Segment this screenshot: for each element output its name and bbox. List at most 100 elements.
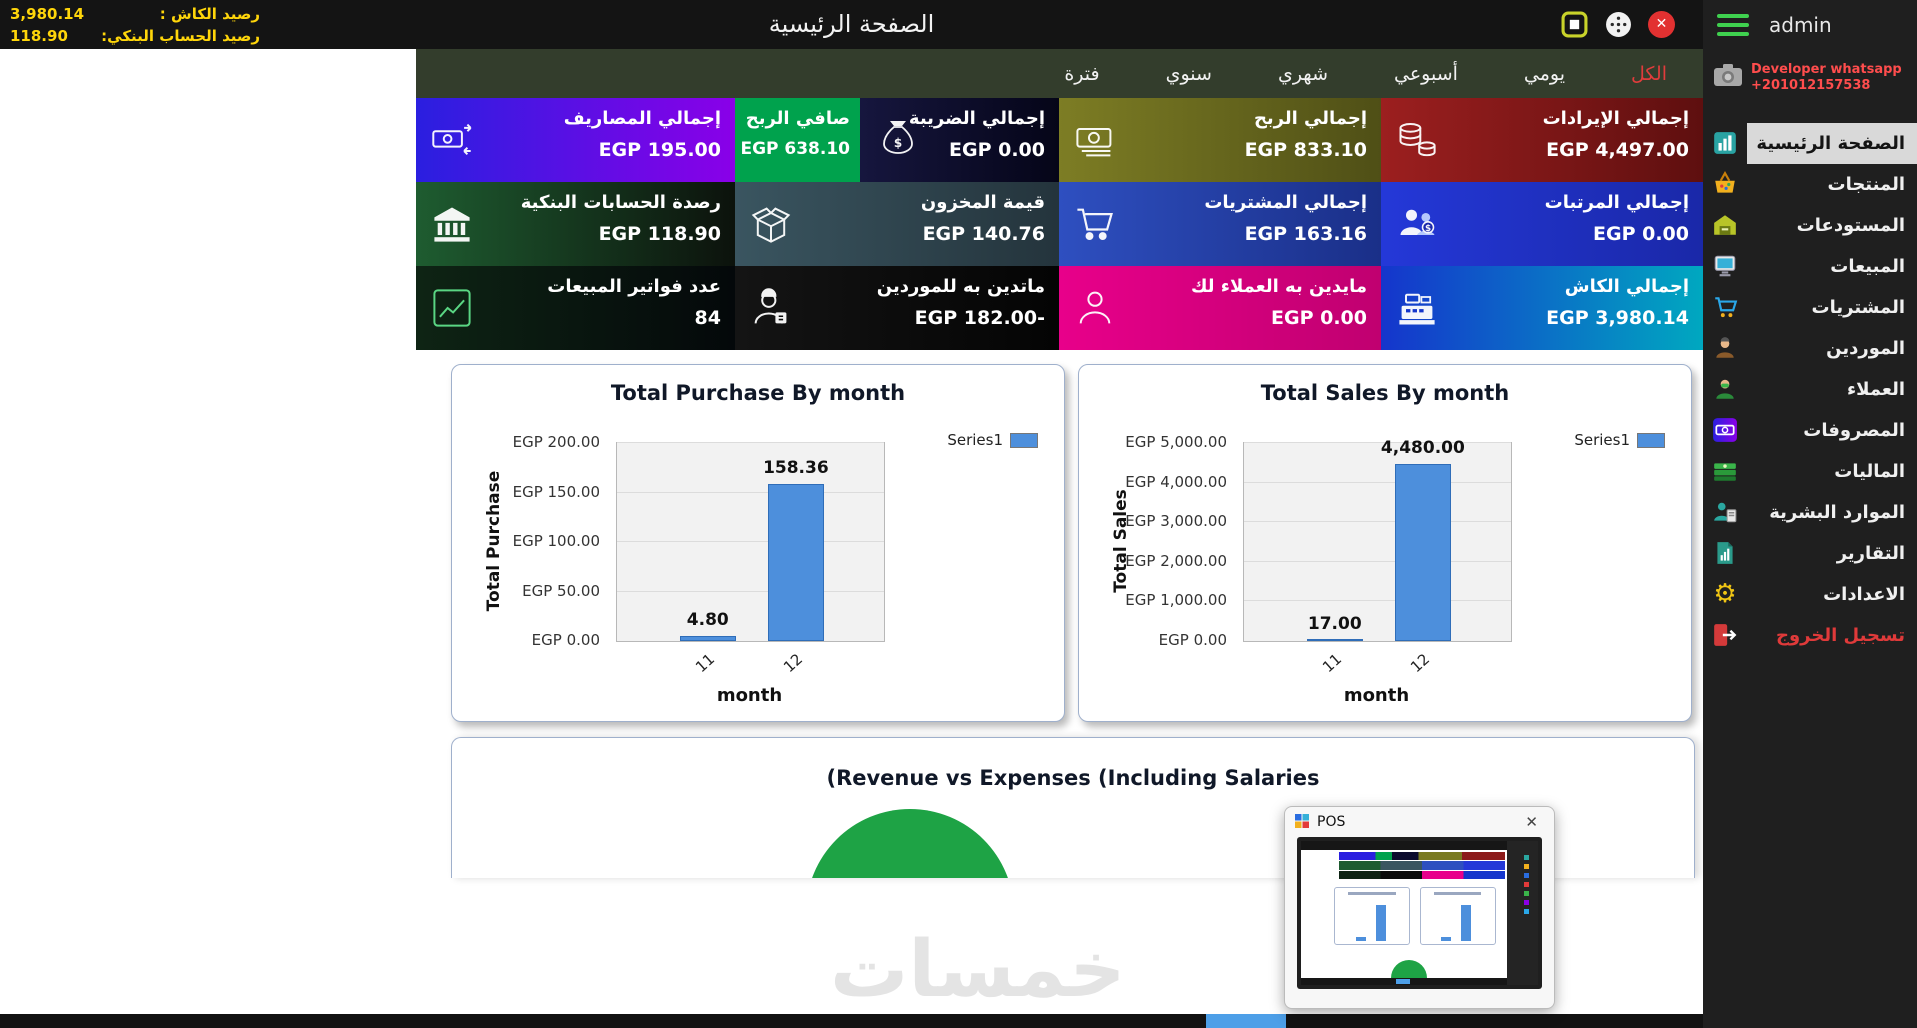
kpi-row-1: إجمالي الإيرادات EGP 4,497.00 إجمالي الر… <box>416 98 1703 182</box>
page-title: الصفحة الرئيسية <box>768 10 935 38</box>
watermark: خمسات <box>830 925 1126 1015</box>
tab-yearly[interactable]: سنوي <box>1165 62 1212 85</box>
cart-icon <box>1073 202 1117 246</box>
menu-hamburger-icon[interactable] <box>1713 10 1753 40</box>
hr-icon <box>1711 498 1739 526</box>
y-tick: EGP 150.00 <box>512 482 600 501</box>
x-axis-label: month <box>1343 685 1410 706</box>
bar-value-label: 4.80 <box>686 610 729 631</box>
gridline <box>617 442 884 443</box>
sidebar-item-expenses[interactable]: المصروفات <box>1703 410 1917 451</box>
pos-thumbnail[interactable]: POS ✕ <box>1284 806 1555 1009</box>
kpi-bank-balance: رصدة الحسابات البنكية EGP 118.90 <box>416 182 735 266</box>
chart-legend: Series1 <box>1574 431 1665 449</box>
kpi-total-purchases: إجمالي المشتريات EGP 163.16 <box>1059 182 1381 266</box>
bar-value-label: 17.00 <box>1307 614 1362 635</box>
legend-swatch <box>1637 432 1665 448</box>
window-controls: ✕ <box>1560 10 1675 38</box>
x-tick: 12 <box>779 649 807 677</box>
camera-icon[interactable] <box>1713 62 1743 92</box>
bar-month-11 <box>679 636 736 641</box>
logout-icon <box>1711 621 1739 649</box>
plot-area: 4.80 158.36 <box>616 442 885 642</box>
pos-app-icon <box>1295 813 1309 832</box>
tab-all[interactable]: الكل <box>1631 62 1667 85</box>
svg-text:$: $ <box>894 136 902 150</box>
bank-balance-row: رصيد الحساب البنكي: 118.90 <box>10 25 260 47</box>
gridline <box>1244 600 1511 602</box>
window-titlebar: رصيد الكاش : 3,980.14 رصيد الحساب البنكي… <box>0 0 1703 49</box>
tab-monthly[interactable]: شهري <box>1277 62 1328 85</box>
y-tick: EGP 3,000.00 <box>1125 512 1227 531</box>
gridline <box>617 541 884 542</box>
y-tick: EGP 100.00 <box>512 532 600 550</box>
total-purchase-chart: Total Purchase By month Series1 Total Pu… <box>451 364 1065 722</box>
kpi-total-tax: $ إجمالي الضريبة EGP 0.00 <box>860 98 1059 182</box>
filter-tabs: الكل يومي أسبوعي شهري سنوي فترة <box>416 49 1703 98</box>
close-window-icon[interactable]: ✕ <box>1648 10 1675 38</box>
cash-balance-value: 3,980.14 <box>10 5 85 23</box>
kpi-total-cash: إجمالي الكاش EGP 3,980.14 <box>1381 266 1703 350</box>
sidebar-item-logout[interactable]: تسجيل الخروج <box>1703 615 1917 656</box>
y-tick: EGP 4,000.00 <box>1125 472 1227 491</box>
line-chart-icon <box>430 286 474 330</box>
sidebar-header: admin <box>1703 0 1917 40</box>
sidebar-item-home[interactable]: الصفحة الرئيسية <box>1703 122 1917 164</box>
coins-icon <box>1395 118 1439 162</box>
sidebar-item-reports[interactable]: التقارير <box>1703 533 1917 574</box>
employees-icon: $ <box>1395 202 1439 246</box>
pie-slice <box>806 809 1014 878</box>
chart-title: Total Purchase By month <box>610 381 906 405</box>
developer-note-line1: Developer whatsapp <box>1751 62 1902 77</box>
kpi-total-salaries: $ إجمالي المرتبات EGP 0.00 <box>1381 182 1703 266</box>
purchases-icon <box>1711 293 1739 321</box>
developer-row: Developer whatsapp +201012157538 <box>1703 40 1917 95</box>
tab-period[interactable]: فترة <box>1064 62 1100 85</box>
content-left-panel <box>0 49 416 1014</box>
sidebar-item-finance[interactable]: الماليات <box>1703 451 1917 492</box>
bar-month-12 <box>767 484 824 641</box>
y-axis-ticks: EGP 0.00 EGP 50.00 EGP 100.00 EGP 150.00 EGP… <box>452 433 608 649</box>
tab-daily[interactable]: يومي <box>1523 62 1566 85</box>
sidebar-item-suppliers[interactable]: الموردين <box>1703 328 1917 369</box>
sidebar-item-warehouses[interactable]: المستودعات <box>1703 205 1917 246</box>
customers-icon <box>1711 375 1739 403</box>
bank-balance-value: 118.90 <box>10 27 68 45</box>
restore-window-icon[interactable] <box>1560 10 1588 38</box>
y-tick: EGP 2,000.00 <box>1125 551 1227 570</box>
sidebar-item-products[interactable]: المنتجات <box>1703 164 1917 205</box>
pos-thumbnail-title: POS <box>1317 814 1346 830</box>
balances: رصيد الكاش : 3,980.14 رصيد الحساب البنكي… <box>10 3 260 47</box>
gridline <box>1244 481 1511 483</box>
sidebar-item-hr[interactable]: الموارد البشرية <box>1703 492 1917 533</box>
kpi-row-3: إجمالي الكاش EGP 3,980.14 مايدين به العم… <box>416 266 1703 350</box>
cash-register-icon <box>1395 286 1439 330</box>
kpi-total-expenses: إجمالي المصاريف EGP 195.00 <box>416 98 735 182</box>
tab-weekly[interactable]: أسبوعي <box>1394 62 1458 85</box>
gridline <box>617 590 884 592</box>
gridline <box>617 491 884 493</box>
cash-balance-row: رصيد الكاش : 3,980.14 <box>10 3 260 25</box>
y-tick: EGP 50.00 <box>522 581 600 600</box>
bank-balance-label: رصيد الحساب البنكي: <box>101 27 260 45</box>
settings-icon: ⚙ <box>1713 579 1737 609</box>
sidebar-item-purchases[interactable]: المشتريات <box>1703 287 1917 328</box>
gridline <box>1244 442 1511 443</box>
x-axis-ticks: 11 12 <box>616 646 883 684</box>
sidebar-item-sales[interactable]: المبيعات <box>1703 246 1917 287</box>
cash-balance-label: رصيد الكاش : <box>159 5 260 23</box>
x-tick: 11 <box>691 649 718 677</box>
apps-circle-icon[interactable] <box>1604 10 1632 38</box>
person-outline-icon <box>1073 286 1117 330</box>
kpi-customers-owe-you: مايدين به العملاء لك EGP 0.00 <box>1059 266 1381 350</box>
taskbar[interactable] <box>0 1014 1703 1028</box>
products-icon <box>1711 170 1739 198</box>
expenses-icon <box>1711 416 1739 444</box>
taskbar-app-indicator <box>1206 1014 1286 1028</box>
sidebar-item-settings[interactable]: ⚙ الاعدادات <box>1703 574 1917 615</box>
sidebar-item-customers[interactable]: العملاء <box>1703 369 1917 410</box>
pos-thumbnail-header: POS ✕ <box>1285 807 1554 837</box>
svg-text:$: $ <box>1425 224 1431 234</box>
pos-thumbnail-close-icon[interactable]: ✕ <box>1525 813 1538 831</box>
x-tick: 12 <box>1406 649 1434 677</box>
